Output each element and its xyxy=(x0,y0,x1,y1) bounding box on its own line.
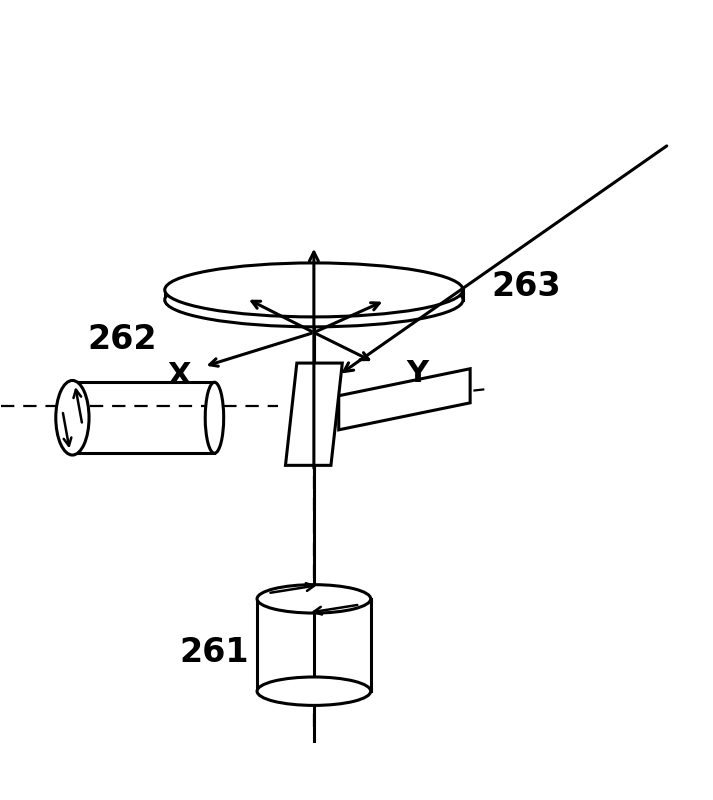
Ellipse shape xyxy=(205,382,224,454)
Ellipse shape xyxy=(165,273,463,327)
Text: Y: Y xyxy=(406,359,428,388)
Ellipse shape xyxy=(257,677,371,706)
Polygon shape xyxy=(257,599,371,691)
Polygon shape xyxy=(285,363,342,466)
Ellipse shape xyxy=(165,263,463,317)
Polygon shape xyxy=(339,369,470,430)
Text: 261: 261 xyxy=(180,636,250,669)
Text: 262: 262 xyxy=(88,323,157,356)
Polygon shape xyxy=(73,382,215,454)
Text: 263: 263 xyxy=(491,270,561,303)
Ellipse shape xyxy=(257,585,371,613)
Text: X: X xyxy=(167,361,190,390)
Ellipse shape xyxy=(56,381,89,455)
